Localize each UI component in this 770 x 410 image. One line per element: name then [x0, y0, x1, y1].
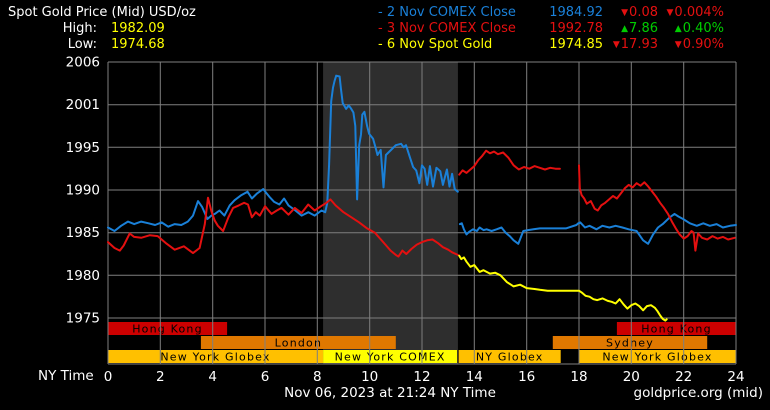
low-value: 1974.68 — [111, 37, 165, 52]
down-arrow-icon: ▼ — [621, 8, 629, 18]
session-bar-label: London — [275, 337, 323, 350]
legend-pct-value: 0.40% — [682, 21, 724, 36]
y-tick-label: 1990 — [66, 183, 100, 199]
legend-change: ▼0.08 — [603, 5, 658, 21]
y-tick-label: 1975 — [66, 311, 100, 327]
legend-pct-value: 0.90% — [682, 37, 724, 52]
x-tick-label: 18 — [570, 369, 587, 385]
legend-change-pct: ▼0.90% — [658, 37, 724, 53]
x-tick-label: 0 — [104, 369, 113, 385]
session-bar — [200, 336, 396, 349]
x-tick-label: 4 — [208, 369, 217, 385]
legend-value: 1984.92 — [549, 5, 603, 20]
session-bar — [616, 322, 736, 335]
series-line-spot-gold — [458, 254, 668, 322]
x-tick-label: 24 — [727, 369, 744, 385]
series-line-3nov-comex — [578, 164, 736, 252]
x-tick-label: 8 — [313, 369, 322, 385]
x-tick-label: 14 — [466, 369, 483, 385]
x-tick-label: 22 — [675, 369, 692, 385]
y-tick-label: 2006 — [66, 55, 100, 71]
high-value: 1982.09 — [111, 21, 165, 36]
legend-change-pct: ▲0.40% — [658, 21, 724, 37]
session-bar — [108, 350, 324, 363]
x-tick-label: 12 — [413, 369, 430, 385]
session-bar-label: New York Globex — [602, 351, 712, 364]
legend-value: 1974.85 — [549, 37, 603, 52]
series-line-3nov-comex — [458, 149, 561, 176]
legend-change-value: 17.93 — [620, 37, 658, 52]
legend: - 2 Nov COMEX Close 1984.92 ▼0.08 ▼0.004… — [378, 5, 724, 53]
x-axis-label: NY Time — [38, 368, 94, 384]
series-line-2nov-comex — [107, 74, 459, 232]
chart-timestamp: Nov 06, 2023 at 21:24 NY Time — [284, 385, 496, 401]
low-label: Low: — [67, 37, 97, 52]
y-tick-label: 1985 — [66, 225, 100, 241]
down-arrow-icon: ▼ — [666, 8, 674, 18]
legend-row-6nov-spot: - 6 Nov Spot Gold 1974.85 ▼17.93 ▼0.90% — [378, 37, 724, 53]
legend-row-3nov-comex: - 3 Nov COMEX Close 1992.78 ▲7.86 ▲0.40% — [378, 21, 724, 37]
series-line-3nov-comex — [107, 196, 459, 258]
session-bar-label: New York Globex — [160, 351, 270, 364]
down-arrow-icon: ▼ — [674, 40, 682, 50]
session-bar — [323, 350, 458, 363]
legend-label: - 3 Nov COMEX Close — [378, 21, 516, 36]
source-attribution: goldprice.org (mid) — [633, 385, 763, 401]
session-bar — [579, 350, 736, 363]
session-bar — [458, 350, 561, 363]
session-bar — [552, 336, 708, 349]
y-tick-label: 1980 — [66, 268, 100, 284]
legend-value: 1992.78 — [549, 21, 603, 36]
legend-change-value: 0.08 — [629, 5, 658, 20]
down-arrow-icon: ▼ — [612, 40, 620, 50]
high-row: High: 1982.09 — [0, 21, 250, 37]
up-arrow-icon: ▲ — [674, 24, 682, 34]
up-arrow-icon: ▲ — [621, 24, 629, 34]
legend-change: ▼17.93 — [603, 37, 658, 53]
legend-label: - 6 Nov Spot Gold — [378, 37, 493, 52]
legend-change-value: 7.86 — [629, 21, 658, 36]
session-bar-label: NY Globex — [476, 351, 544, 364]
high-label: High: — [62, 21, 97, 36]
x-tick-label: 20 — [623, 369, 640, 385]
x-tick-label: 10 — [361, 369, 378, 385]
legend-change-pct: ▼0.004% — [658, 5, 725, 21]
session-bar — [108, 322, 228, 335]
legend-row-2nov-comex: - 2 Nov COMEX Close 1984.92 ▼0.08 ▼0.004… — [378, 5, 724, 21]
low-row: Low: 1974.68 — [0, 37, 250, 53]
page-title: Spot Gold Price (Mid) USD/oz — [8, 5, 196, 20]
x-tick-label: 6 — [261, 369, 270, 385]
legend-change: ▲7.86 — [603, 21, 658, 37]
series-line-2nov-comex — [458, 212, 737, 245]
legend-label: - 2 Nov COMEX Close — [378, 5, 516, 20]
x-tick-label: 2 — [156, 369, 165, 385]
session-bar-label: New York COMEX — [335, 351, 446, 364]
session-bar-label: Sydney — [606, 337, 654, 350]
y-tick-label: 2001 — [66, 97, 100, 113]
session-bar-label: Hong Kong — [641, 323, 712, 336]
session-bar-label: Hong Kong — [132, 323, 203, 336]
legend-pct-value: 0.004% — [674, 5, 724, 20]
x-tick-label: 16 — [518, 369, 535, 385]
y-tick-label: 1995 — [66, 140, 100, 156]
